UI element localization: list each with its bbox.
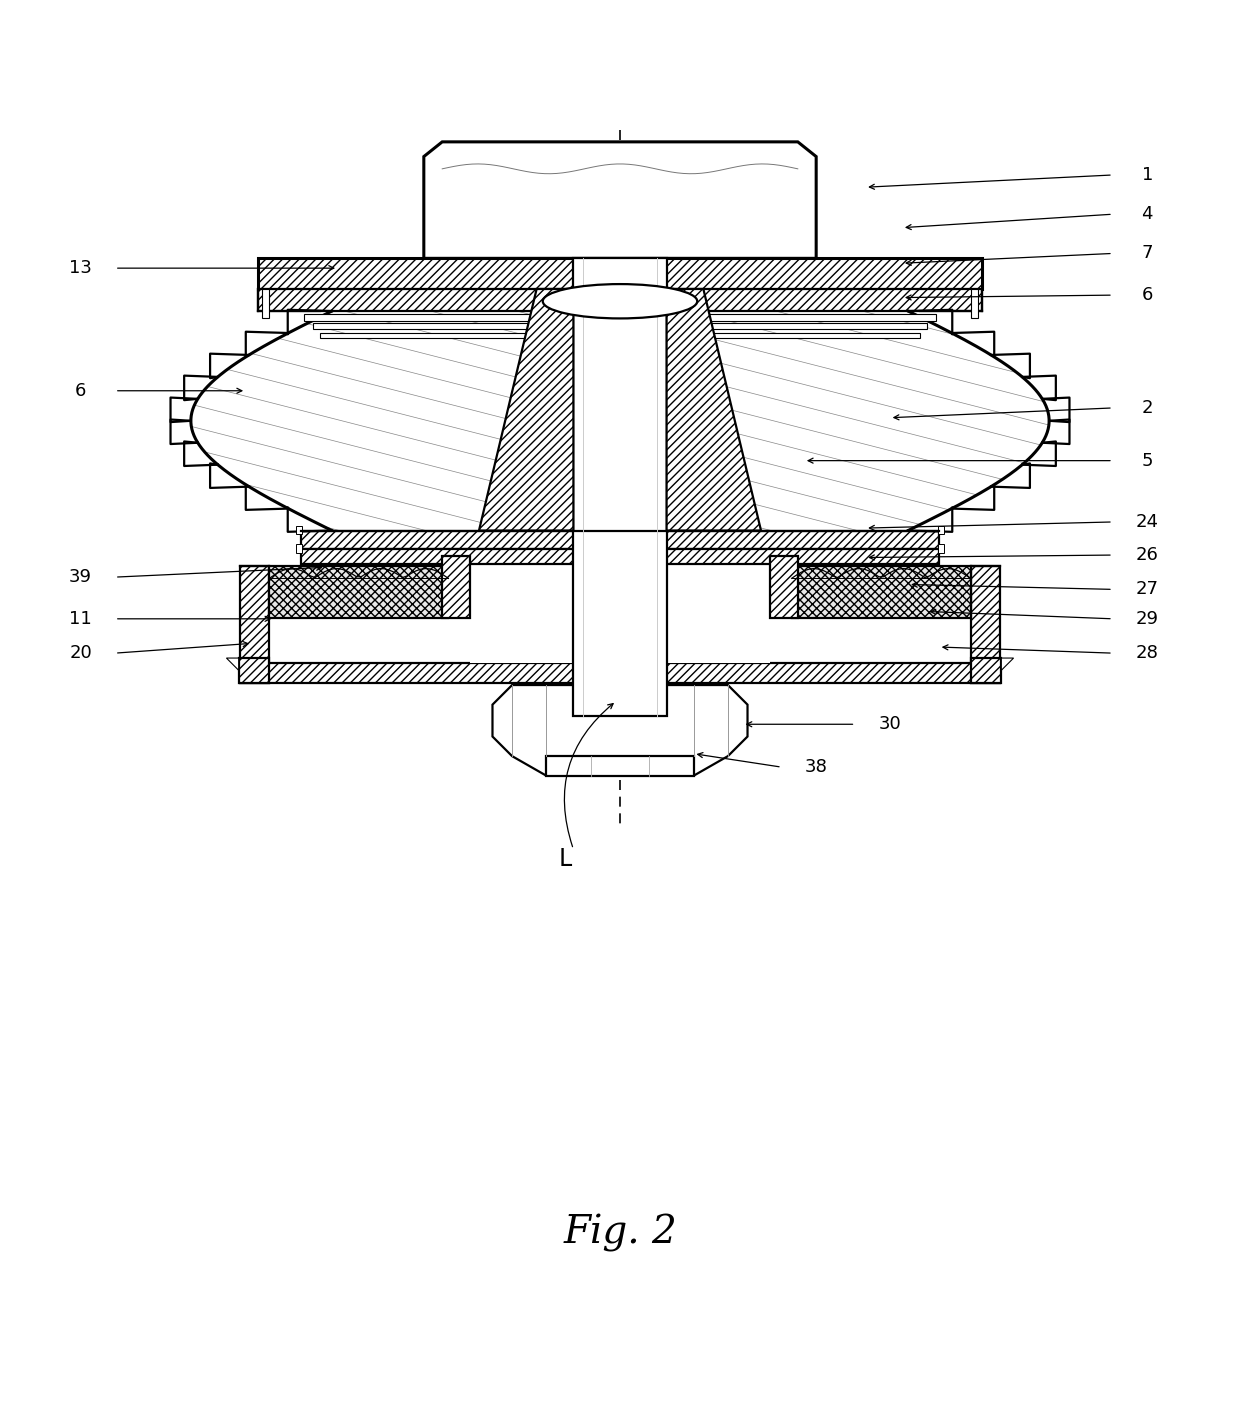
Polygon shape — [1002, 658, 1013, 671]
Bar — [301, 548, 939, 564]
Bar — [791, 567, 971, 618]
Text: 1: 1 — [1142, 167, 1153, 184]
Bar — [296, 525, 303, 534]
Bar — [547, 756, 693, 776]
Text: 11: 11 — [69, 609, 92, 628]
Bar — [262, 289, 269, 319]
Text: 4: 4 — [1142, 205, 1153, 224]
Text: 7: 7 — [1142, 245, 1153, 262]
Bar — [937, 544, 944, 553]
Text: 6: 6 — [74, 382, 87, 400]
Ellipse shape — [543, 283, 697, 319]
Polygon shape — [479, 289, 573, 531]
Text: L: L — [558, 847, 572, 871]
Text: 29: 29 — [1136, 609, 1158, 628]
Bar — [971, 658, 1002, 682]
Bar — [239, 664, 1001, 682]
Bar — [443, 557, 470, 618]
Text: Fig. 2: Fig. 2 — [563, 1215, 677, 1252]
Text: 38: 38 — [805, 758, 827, 776]
Text: 24: 24 — [1136, 513, 1158, 531]
Bar — [470, 568, 770, 664]
Text: 6: 6 — [1142, 286, 1153, 305]
Bar — [238, 658, 269, 682]
Bar — [258, 289, 982, 310]
Bar — [301, 531, 939, 548]
Bar — [239, 567, 269, 682]
Bar — [573, 258, 667, 716]
Text: 5: 5 — [1142, 451, 1153, 470]
Polygon shape — [227, 658, 238, 671]
Text: 28: 28 — [1136, 644, 1158, 662]
Bar — [770, 557, 797, 618]
Text: 30: 30 — [878, 715, 901, 733]
Polygon shape — [492, 685, 748, 776]
Text: 27: 27 — [1136, 581, 1158, 598]
Text: 2: 2 — [1142, 399, 1153, 417]
Bar — [258, 258, 982, 289]
Bar — [320, 333, 920, 337]
Bar — [314, 323, 926, 329]
Text: 39: 39 — [69, 568, 92, 587]
Text: 26: 26 — [1136, 545, 1158, 564]
Polygon shape — [424, 142, 816, 258]
Polygon shape — [191, 310, 1049, 531]
Bar — [304, 313, 936, 320]
Bar — [971, 289, 978, 319]
Bar — [937, 525, 944, 534]
Text: 20: 20 — [69, 644, 92, 662]
Bar — [269, 567, 449, 618]
Polygon shape — [667, 289, 761, 531]
Bar — [971, 567, 1001, 682]
Text: 13: 13 — [69, 259, 92, 278]
Bar — [296, 544, 303, 553]
